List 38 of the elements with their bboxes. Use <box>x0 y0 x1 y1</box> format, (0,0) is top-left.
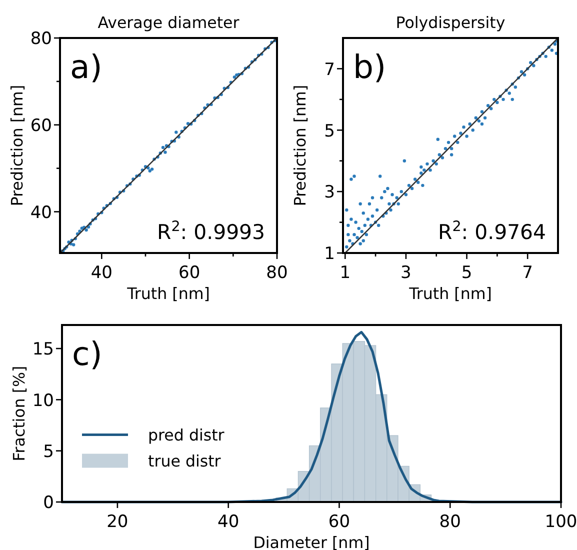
line-series <box>60 330 562 504</box>
annotation: R$^{2}$: 0.9993 <box>157 219 265 244</box>
y-axis-title: Prediction [nm] <box>8 84 27 206</box>
x-axis-title: Diameter [nm] <box>253 533 370 550</box>
y-tick-label: 40 <box>30 202 52 223</box>
x-tick-label: 40 <box>218 512 240 532</box>
x-tick-label: 60 <box>178 263 200 283</box>
x-tick-label: 80 <box>439 512 461 532</box>
x-tick-label: 7 <box>522 263 534 283</box>
y-tick-label: 60 <box>30 116 52 136</box>
x-tick-label: 100 <box>544 512 577 532</box>
annotation: a) <box>70 48 102 86</box>
x-axis-title: Truth [nm] <box>408 284 492 303</box>
y-tick-label: 10 <box>32 390 54 411</box>
x-tick-label: 3 <box>400 263 412 283</box>
x-tick-label: 80 <box>266 263 288 283</box>
y-axis-title: Prediction [nm] <box>290 84 310 206</box>
legend-label: pred distr <box>148 425 225 444</box>
y-tick-label: 3 <box>324 182 335 203</box>
y-tick-label: 15 <box>32 340 54 360</box>
x-tick-label: 1 <box>340 263 351 283</box>
y-tick-label: 5 <box>43 442 54 462</box>
legend-label: true distr <box>148 451 222 470</box>
x-tick-label: 20 <box>106 512 128 532</box>
y-tick-label: 1 <box>324 244 335 264</box>
y-tick-label: 5 <box>324 121 335 142</box>
x-tick-label: 5 <box>461 263 472 283</box>
y-tick-label: 0 <box>43 493 54 514</box>
annotation: c) <box>72 335 102 373</box>
y-tick-label: 80 <box>30 29 52 50</box>
x-axis-title: Truth [nm] <box>126 284 210 303</box>
x-tick-label: 40 <box>90 263 112 283</box>
annotation: b) <box>353 48 386 86</box>
chart-title: Average diameter <box>98 13 240 32</box>
y-tick-label: 7 <box>324 60 335 80</box>
chart-title: Polydispersity <box>396 13 506 32</box>
y-axis-title: Fraction [%] <box>10 366 29 462</box>
annotation: R$^{2}$: 0.9764 <box>438 219 546 244</box>
